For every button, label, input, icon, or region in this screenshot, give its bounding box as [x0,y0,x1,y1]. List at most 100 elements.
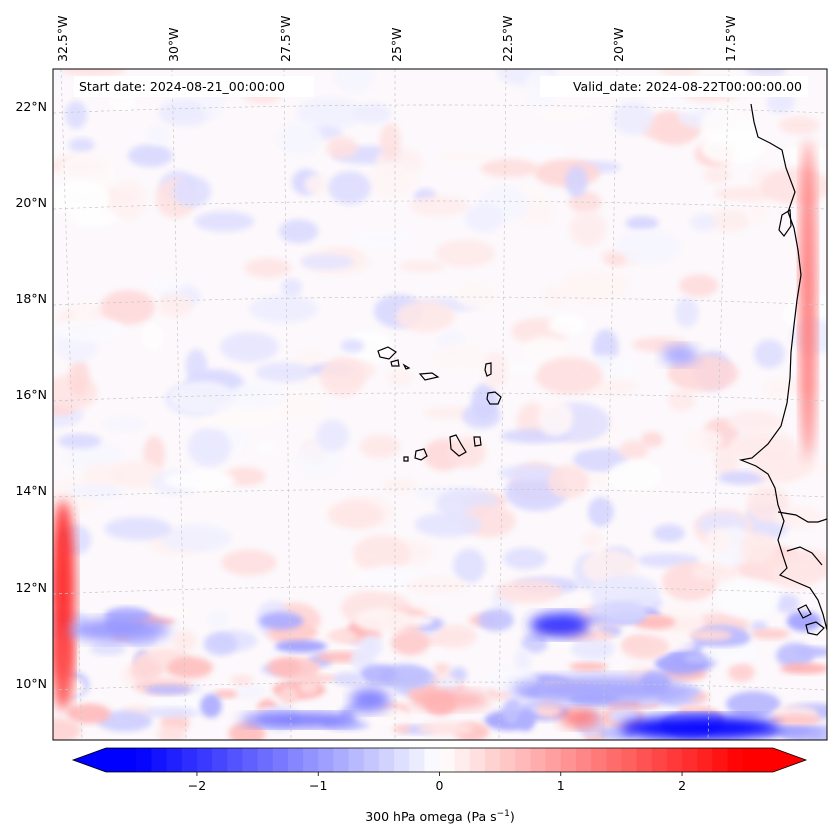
omega-blob [333,69,376,94]
omega-feature [410,690,490,710]
colorbar-cell [181,748,198,772]
omega-blob [772,560,820,590]
omega-blob [786,611,822,632]
parallel-line [53,488,827,498]
colorbar-cell [515,748,532,772]
omega-blob [281,278,302,297]
parallel-line [53,296,827,306]
lon-label: 20°W [611,27,626,62]
colorbar-max-extend [773,748,806,772]
omega-blob [166,656,213,679]
lat-label: 20°N [15,195,47,210]
gridlines [53,69,827,740]
omega-blob [360,565,419,592]
omega-blob [230,382,286,409]
omega-blob [200,415,244,429]
omega-feature [510,676,690,704]
start-date-box [74,76,314,97]
colorbar-cell [484,748,501,772]
colorbar-tick-label: 1 [557,778,565,793]
colorbar-cell [606,748,623,772]
omega-blob [228,722,266,740]
omega-blob [705,527,732,555]
omega-blob [130,658,162,683]
valid-date-label: Valid_date: 2024-08-22T00:00:00.00 [573,79,802,94]
omega-blob [780,663,827,674]
omega-blob [675,297,699,328]
omega-blob [740,532,778,564]
cape-verde-island [486,391,502,405]
omega-blob [187,427,232,467]
omega-blob [68,358,90,398]
cape-verde-island [473,436,482,447]
colorbar-cell [242,748,259,772]
omega-blob [764,379,795,399]
omega-blob [328,171,371,205]
colorbar-cell [303,748,319,772]
colorbar-cell [469,748,486,772]
omega-blob [158,292,193,317]
lat-label: 12°N [15,580,47,595]
lon-label: 32.5°W [55,16,70,62]
meridian-line [60,69,83,740]
omega-blob [688,629,733,642]
colorbar-cell [151,748,168,772]
omega-blob [200,693,222,718]
lon-label: 30°W [166,27,181,62]
parallel-line [53,104,827,114]
cape-verde-island [377,346,397,360]
omega-blob [326,136,358,159]
omega-blob [352,103,392,124]
lon-label: 17.5°W [723,16,738,62]
omega-blob [517,141,568,158]
omega-feature [620,716,780,740]
colorbar-tick-label: 2 [678,778,686,793]
omega-blob [172,175,212,208]
colorbar-cell [742,748,759,772]
omega-blob [304,174,330,195]
omega-blob [548,314,587,336]
omega-blob [249,295,318,323]
omega-blob [667,355,739,392]
colorbar-tick-label: −2 [188,778,206,793]
omega-blob [480,159,539,178]
omega-blob [230,674,254,686]
omega-blob [89,642,127,656]
omega-blob [53,180,112,217]
colorbar-cell [257,748,274,772]
omega-blob [73,298,94,322]
colorbar-cell [136,748,153,772]
omega-blob [390,630,430,656]
omega-blob [298,680,319,695]
omega-blob [392,723,411,734]
omega-blob [496,579,563,604]
omega-blob [353,608,412,633]
omega-blob [725,691,781,717]
colorbar-cell [121,748,137,772]
colorbar-cell [333,748,350,772]
omega-blob [67,484,125,499]
colorbar-cell [106,748,122,772]
coastlines [377,103,827,636]
omega-blob [194,211,255,232]
omega-blob [59,154,116,190]
colorbar-cell [621,748,638,772]
omega-blob [417,722,474,736]
omega-blob [464,204,504,233]
parallel-line [53,681,827,691]
omega-blob [612,101,654,136]
colorbar-cell [212,748,228,772]
omega-blob [517,707,536,732]
omega-blob [57,433,102,449]
map-panel: Start date: 2024-08-21_00:00:00 Valid_da… [52,68,828,741]
omega-blob [683,654,708,663]
parallel-line [53,392,827,402]
omega-blob [97,710,153,732]
start-date-label: Start date: 2024-08-21_00:00:00 [79,79,285,94]
omega-blob [584,473,610,487]
omega-blob [482,351,508,389]
omega-feature [350,688,390,712]
colorbar-cell [318,748,334,772]
omega-blob [775,594,800,614]
omega-blob [471,383,499,420]
